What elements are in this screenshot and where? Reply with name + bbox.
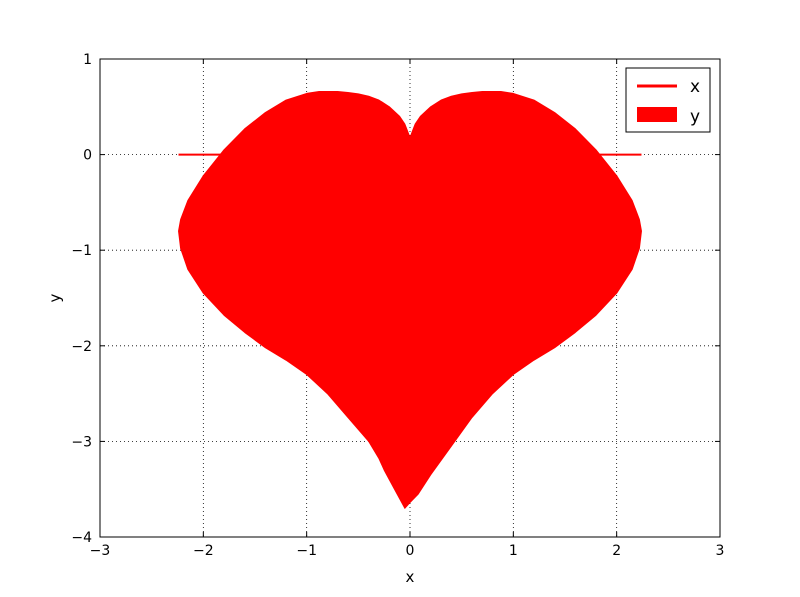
y-tick-label: 0	[83, 148, 92, 164]
y-tick-label: 1	[83, 52, 92, 68]
y-tick-label: −2	[71, 339, 92, 355]
x-tick-label: −1	[296, 543, 317, 559]
axis-ticks: −3 −2 −1 0 1 2 3−4−3−2−101	[71, 52, 724, 559]
y-axis-label: y	[46, 293, 64, 302]
y-tick-label: −4	[71, 530, 92, 546]
legend: x y	[625, 67, 711, 133]
plot-marks	[178, 91, 642, 509]
series-y-fill	[178, 91, 642, 509]
x-tick-label: 0	[406, 543, 415, 559]
x-tick-label: 3	[716, 543, 725, 559]
y-tick-label: −3	[71, 434, 92, 450]
legend-fill-swatch	[637, 107, 677, 122]
legend-entry-y: y	[690, 107, 700, 127]
x-axis-label: x	[406, 568, 415, 586]
legend-entry-x: x	[690, 77, 700, 97]
y-tick-label: −1	[71, 243, 92, 259]
x-tick-label: −2	[193, 543, 214, 559]
x-tick-label: 2	[612, 543, 621, 559]
x-tick-label: −3	[90, 543, 111, 559]
x-tick-label: 1	[509, 543, 518, 559]
